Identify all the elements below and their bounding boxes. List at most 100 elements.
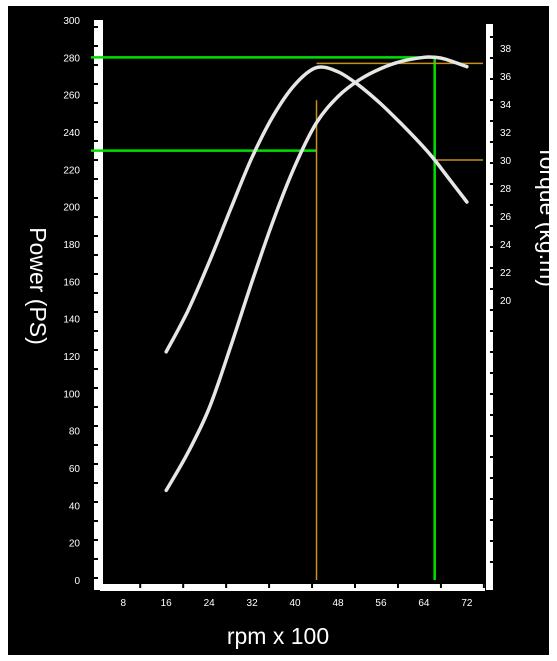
left-strip-notch <box>94 444 98 446</box>
right-strip-notch <box>490 141 493 143</box>
right-tick-label: 30 <box>500 156 512 167</box>
left-tick-label: 300 <box>63 16 80 27</box>
right-strip-notch <box>490 330 493 332</box>
left-strip-notch <box>94 577 98 579</box>
right-strip-notch <box>490 498 493 500</box>
right-tick-label: 36 <box>500 72 512 83</box>
left-strip-notch <box>94 292 98 294</box>
left-axis-strip <box>94 20 103 590</box>
right-strip-notch <box>490 57 493 59</box>
left-tick-label: 100 <box>63 389 80 400</box>
left-strip-notch <box>94 26 98 28</box>
left-tick-label: 160 <box>63 277 80 288</box>
right-strip-notch <box>490 120 493 122</box>
left-tick-label: 260 <box>63 91 80 102</box>
left-strip-notch <box>94 273 98 275</box>
x-tick-label: 64 <box>418 598 430 609</box>
bottom-strip-notch <box>139 584 142 588</box>
left-strip-notch <box>94 102 98 104</box>
right-tick-label: 26 <box>500 212 512 223</box>
left-strip-notch <box>94 45 98 47</box>
bottom-axis-strip <box>100 584 485 591</box>
x-tick-label: 40 <box>289 598 301 609</box>
right-strip-notch <box>490 309 493 311</box>
right-strip-notch <box>490 225 493 227</box>
power-torque-chart: 0 20 40 60 80 100 120 140 160 180 200 220 240 260 280 3… <box>25 16 549 649</box>
left-tick-label: 220 <box>63 165 80 176</box>
left-strip-notch <box>94 539 98 541</box>
right-strip-notch <box>490 183 493 185</box>
left-strip-notch <box>94 349 98 351</box>
right-strip-notch <box>490 477 493 479</box>
left-strip-notch <box>94 406 98 408</box>
left-tick-label: 20 <box>69 539 81 550</box>
x-tick-label: 24 <box>204 598 216 609</box>
right-tick-label: 20 <box>500 296 512 307</box>
left-tick-label: 140 <box>63 315 80 326</box>
left-strip-notch <box>94 330 98 332</box>
left-axis-title: Power (PS) <box>25 227 51 345</box>
left-strip-notch <box>94 197 98 199</box>
left-strip-notch <box>94 140 98 142</box>
bottom-strip-notch <box>225 584 228 588</box>
bottom-strip-notch <box>396 584 399 588</box>
right-strip-notch <box>490 519 493 521</box>
left-tick-label: 240 <box>63 128 80 139</box>
left-strip-notch <box>94 482 98 484</box>
curves <box>164 55 469 493</box>
left-strip-notch <box>94 558 98 560</box>
right-strip-notch <box>490 393 493 395</box>
bottom-strip-notch <box>439 584 442 588</box>
left-tick-label: 60 <box>69 464 81 475</box>
right-axis-title: Torque (kg.m) <box>535 145 549 287</box>
x-tick-label: 16 <box>161 598 173 609</box>
right-strip-notch <box>490 246 493 248</box>
left-strip-notch <box>94 387 98 389</box>
chart-frame: 0 20 40 60 80 100 120 140 160 180 200 220 240 260 280 3… <box>8 6 549 655</box>
left-strip-notch <box>94 121 98 123</box>
right-strip-notch <box>490 414 493 416</box>
right-strip-notch <box>490 288 493 290</box>
right-strip-notch <box>490 456 493 458</box>
bottom-strip-notch <box>311 584 314 588</box>
right-strip-notch <box>490 540 493 542</box>
right-strip-notch <box>490 36 493 38</box>
right-strip-notch <box>490 204 493 206</box>
bottom-strip-notch <box>482 584 485 588</box>
right-tick-label: 38 <box>500 44 512 55</box>
right-strip-notch <box>490 162 493 164</box>
left-tick-label: 40 <box>69 501 81 512</box>
axis-strips <box>94 20 493 591</box>
right-tick-label: 34 <box>500 100 512 111</box>
left-strip-notch <box>94 235 98 237</box>
right-strip-notch <box>490 435 493 437</box>
left-strip-notch <box>94 425 98 427</box>
x-tick-label: 72 <box>461 598 473 609</box>
right-strip-notch <box>490 78 493 80</box>
right-strip-notch <box>490 351 493 353</box>
bottom-strip-notch <box>182 584 185 588</box>
reference-lines <box>91 56 483 580</box>
torque-curve <box>164 65 469 354</box>
left-tick-label: 280 <box>63 53 80 64</box>
left-strip-notch <box>94 178 98 180</box>
right-strip-notch <box>490 372 493 374</box>
tick-labels: 0 20 40 60 80 100 120 140 160 180 200 220 240 260 280 3… <box>63 16 511 609</box>
right-strip-notch <box>490 267 493 269</box>
left-strip-notch <box>94 311 98 313</box>
left-tick-label: 200 <box>63 203 80 214</box>
power-curve <box>164 55 469 493</box>
left-tick-label: 180 <box>63 240 80 251</box>
right-tick-label: 22 <box>500 268 512 279</box>
x-tick-label: 56 <box>375 598 387 609</box>
left-strip-notch <box>94 463 98 465</box>
left-strip-notch <box>94 254 98 256</box>
right-tick-label: 28 <box>500 184 512 195</box>
left-tick-label: 80 <box>69 427 81 438</box>
x-tick-label: 48 <box>332 598 344 609</box>
x-axis-title: rpm x 100 <box>227 623 329 649</box>
left-strip-notch <box>94 83 98 85</box>
left-strip-notch <box>94 159 98 161</box>
right-strip-notch <box>490 99 493 101</box>
left-tick-label: 120 <box>63 352 80 363</box>
